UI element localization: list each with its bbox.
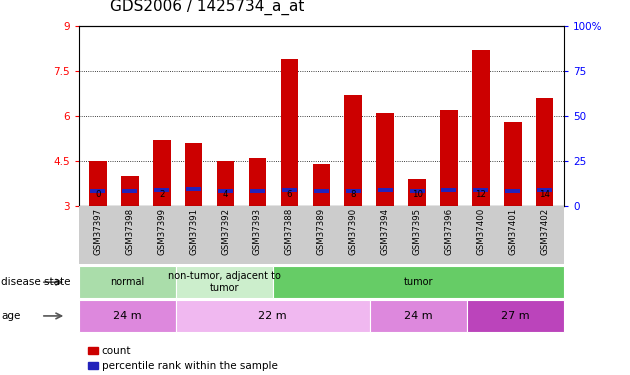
Bar bbox=[176, 266, 273, 298]
Bar bbox=[440, 110, 458, 206]
Bar bbox=[467, 300, 564, 332]
Bar bbox=[186, 187, 201, 190]
Legend: count, percentile rank within the sample: count, percentile rank within the sample bbox=[84, 342, 282, 375]
Text: GSM37391: GSM37391 bbox=[189, 208, 198, 255]
Bar bbox=[312, 164, 330, 206]
Text: GSM37402: GSM37402 bbox=[540, 208, 549, 255]
Text: GSM37390: GSM37390 bbox=[349, 208, 358, 255]
Bar bbox=[282, 188, 297, 192]
Bar bbox=[504, 122, 522, 206]
Bar bbox=[176, 300, 370, 332]
Bar bbox=[217, 161, 234, 206]
Text: GSM37399: GSM37399 bbox=[158, 208, 166, 255]
Bar bbox=[79, 266, 176, 298]
Text: GSM37388: GSM37388 bbox=[285, 208, 294, 255]
Bar bbox=[79, 300, 176, 332]
Text: GSM37398: GSM37398 bbox=[125, 208, 134, 255]
Bar bbox=[408, 179, 426, 206]
Text: tumor: tumor bbox=[404, 277, 433, 287]
Bar bbox=[249, 158, 266, 206]
Text: GSM37394: GSM37394 bbox=[381, 208, 389, 255]
Text: GSM37396: GSM37396 bbox=[444, 208, 454, 255]
Text: GSM37392: GSM37392 bbox=[221, 208, 230, 255]
Bar bbox=[536, 98, 554, 206]
Text: GSM37395: GSM37395 bbox=[413, 208, 421, 255]
Text: normal: normal bbox=[110, 277, 144, 287]
Bar bbox=[121, 176, 139, 206]
Bar bbox=[250, 189, 265, 193]
Bar bbox=[280, 59, 298, 206]
Bar bbox=[153, 140, 171, 206]
Text: GDS2006 / 1425734_a_at: GDS2006 / 1425734_a_at bbox=[110, 0, 305, 15]
Bar bbox=[273, 266, 564, 298]
Text: 22 m: 22 m bbox=[258, 311, 287, 321]
Bar bbox=[345, 95, 362, 206]
Bar bbox=[154, 188, 169, 192]
Text: age: age bbox=[1, 311, 21, 321]
Bar bbox=[377, 188, 392, 192]
Text: GSM37401: GSM37401 bbox=[508, 208, 517, 255]
Text: disease state: disease state bbox=[1, 277, 71, 287]
Bar bbox=[473, 188, 488, 192]
Text: GSM37393: GSM37393 bbox=[253, 208, 262, 255]
Bar bbox=[314, 189, 329, 193]
Bar bbox=[218, 189, 233, 193]
Bar bbox=[91, 189, 105, 193]
Bar bbox=[346, 189, 360, 193]
Bar bbox=[185, 143, 202, 206]
Text: GSM37389: GSM37389 bbox=[317, 208, 326, 255]
Bar bbox=[122, 189, 137, 193]
Bar bbox=[370, 300, 467, 332]
Text: 24 m: 24 m bbox=[404, 311, 433, 321]
Text: non-tumor, adjacent to
tumor: non-tumor, adjacent to tumor bbox=[168, 272, 281, 293]
Bar bbox=[376, 113, 394, 206]
Bar bbox=[89, 161, 106, 206]
Text: 27 m: 27 m bbox=[501, 311, 530, 321]
Bar bbox=[537, 188, 552, 192]
Bar bbox=[472, 50, 490, 206]
Text: 24 m: 24 m bbox=[113, 311, 142, 321]
Bar bbox=[410, 189, 425, 193]
Text: GSM37400: GSM37400 bbox=[476, 208, 485, 255]
Bar bbox=[505, 189, 520, 193]
Text: GSM37397: GSM37397 bbox=[93, 208, 103, 255]
Bar bbox=[442, 188, 456, 192]
